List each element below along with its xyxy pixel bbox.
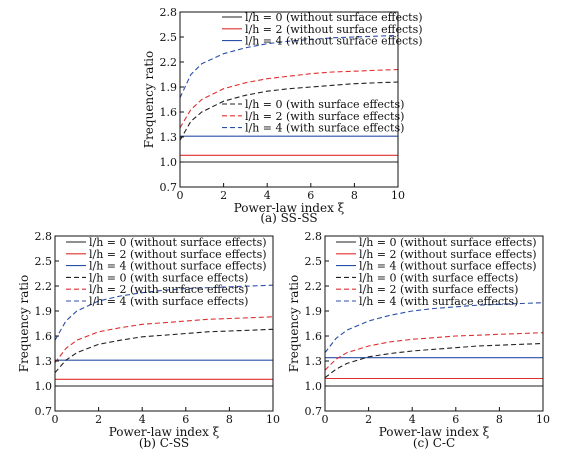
legend-label: l/h = 4 (with surface effects)	[89, 295, 248, 308]
x-tick-label: 4	[264, 189, 271, 202]
x-tick-label: 6	[452, 413, 459, 426]
y-tick-label: 1.9	[35, 305, 53, 318]
x-tick-label: 0	[52, 413, 59, 426]
y-tick-label: 2.2	[305, 280, 323, 293]
y-tick-label: 1.3	[35, 355, 53, 368]
legend-label: l/h = 0 (without surface effects)	[359, 236, 537, 249]
x-tick-label: 6	[307, 189, 314, 202]
y-tick-label: 2.2	[160, 56, 178, 69]
legend-label: l/h = 4 (without surface effects)	[89, 260, 267, 273]
x-tick-label: 6	[182, 413, 189, 426]
y-axis-label: Frequency ratio	[17, 275, 31, 373]
x-tick-label: 4	[409, 413, 416, 426]
x-tick-label: 2	[365, 413, 372, 426]
plot-frame	[54, 235, 274, 412]
y-tick-label: 0.7	[35, 405, 53, 418]
x-tick-label: 8	[226, 413, 233, 426]
legend-label: l/h = 4 (with surface effects)	[359, 295, 518, 308]
x-tick-label: 0	[322, 413, 329, 426]
x-tick-label: 10	[536, 413, 550, 426]
legend: l/h = 0 (with surface effects)l/h = 2 (w…	[222, 98, 404, 135]
series-line-6	[55, 284, 273, 341]
y-tick-label: 2.5	[305, 255, 323, 268]
y-tick-label: 1.9	[160, 81, 178, 94]
series-line-6	[180, 34, 398, 99]
x-tick-label: 10	[266, 413, 280, 426]
series-line-6	[325, 302, 543, 354]
y-tick-label: 1.6	[305, 330, 323, 343]
y-tick-label: 2.2	[35, 280, 53, 293]
series-line-5	[55, 316, 273, 364]
plot-frame	[179, 11, 399, 188]
chart-panel-3: 0 2 4 6 8 10 0.7 1.0 1.3 1.6 1.9 2.2 2.5 2.8 Power-law…	[287, 230, 550, 450]
x-axis-label: Power-law index ξ	[379, 425, 490, 439]
series-line-5	[180, 68, 398, 129]
legend-label: l/h = 4 (with surface effects)	[245, 122, 404, 135]
y-tick-label: 2.8	[160, 6, 178, 19]
legend-label: l/h = 0 (with surface effects)	[359, 271, 518, 284]
legend: l/h = 0 (without surface effects)l/h = 2…	[66, 236, 267, 308]
x-tick-label: 8	[496, 413, 503, 426]
x-tick-label: 0	[177, 189, 184, 202]
y-tick-label: 2.8	[305, 230, 323, 243]
legend: l/h = 0 (without surface effects)l/h = 2…	[336, 236, 537, 308]
y-tick-label: 1.9	[305, 305, 323, 318]
chart-panel-2: 0 2 4 6 8 10 0.7 1.0 1.3 1.6 1.9 2.2 2.5 2.8 Power-law…	[17, 230, 280, 450]
x-tick-label: 2	[95, 413, 102, 426]
series-line-4	[55, 328, 273, 374]
y-tick-label: 1.3	[305, 355, 323, 368]
legend-label: l/h = 2 (without surface effects)	[89, 248, 267, 261]
legend-label: l/h = 0 (without surface effects)	[89, 236, 267, 249]
legend-label: l/h = 0 (without surface effects)	[245, 11, 423, 24]
series-group	[55, 284, 273, 387]
panel-caption: (b) C-SS	[139, 436, 189, 450]
series-line-4	[180, 81, 398, 141]
y-tick-label: 2.5	[35, 255, 53, 268]
plot-frame	[324, 235, 544, 412]
legend-label: l/h = 0 (with surface effects)	[245, 98, 404, 111]
x-axis-label: Power-law index ξ	[234, 201, 345, 215]
legend-label: l/h = 2 (with surface effects)	[359, 283, 518, 296]
y-tick-label: 2.5	[160, 31, 178, 44]
y-tick-label: 2.8	[35, 230, 53, 243]
panel-caption: (a) SS-SS	[260, 211, 317, 225]
legend: l/h = 0 (without surface effects)l/h = 2…	[222, 11, 423, 48]
legend-label: l/h = 2 (without surface effects)	[359, 248, 537, 261]
legend-label: l/h = 4 (without surface effects)	[359, 260, 537, 273]
series-group	[325, 302, 543, 387]
y-tick-label: 1.6	[160, 106, 178, 119]
panel-caption: (c) C-C	[413, 436, 455, 450]
y-tick-label: 1.0	[305, 380, 323, 393]
legend-label: l/h = 2 (with surface effects)	[89, 283, 248, 296]
legend-label: l/h = 2 (without surface effects)	[245, 23, 423, 36]
y-tick-label: 1.0	[35, 380, 53, 393]
y-tick-label: 1.6	[35, 330, 53, 343]
series-group	[180, 34, 398, 163]
y-tick-label: 1.3	[160, 131, 178, 144]
y-tick-label: 0.7	[305, 405, 323, 418]
series-line-4	[325, 342, 543, 379]
x-axis-label: Power-law index ξ	[109, 425, 220, 439]
y-axis-label: Frequency ratio	[287, 275, 301, 373]
x-tick-label: 4	[139, 413, 146, 426]
chart-panel-1: 0 2 4 6 8 10 0.7 1.0 1.3 1.6 1.9 2.2 2.5 2.8 Power-law…	[142, 6, 423, 225]
x-tick-label: 10	[391, 189, 405, 202]
y-tick-label: 1.0	[160, 156, 178, 169]
legend-label: l/h = 0 (with surface effects)	[89, 271, 248, 284]
legend-label: l/h = 4 (without surface effects)	[245, 35, 423, 48]
x-tick-label: 8	[351, 189, 358, 202]
legend-label: l/h = 2 (with surface effects)	[245, 110, 404, 123]
y-axis-label: Frequency ratio	[142, 51, 156, 149]
series-line-5	[325, 332, 543, 371]
x-tick-label: 2	[220, 189, 227, 202]
y-tick-label: 0.7	[160, 181, 178, 194]
